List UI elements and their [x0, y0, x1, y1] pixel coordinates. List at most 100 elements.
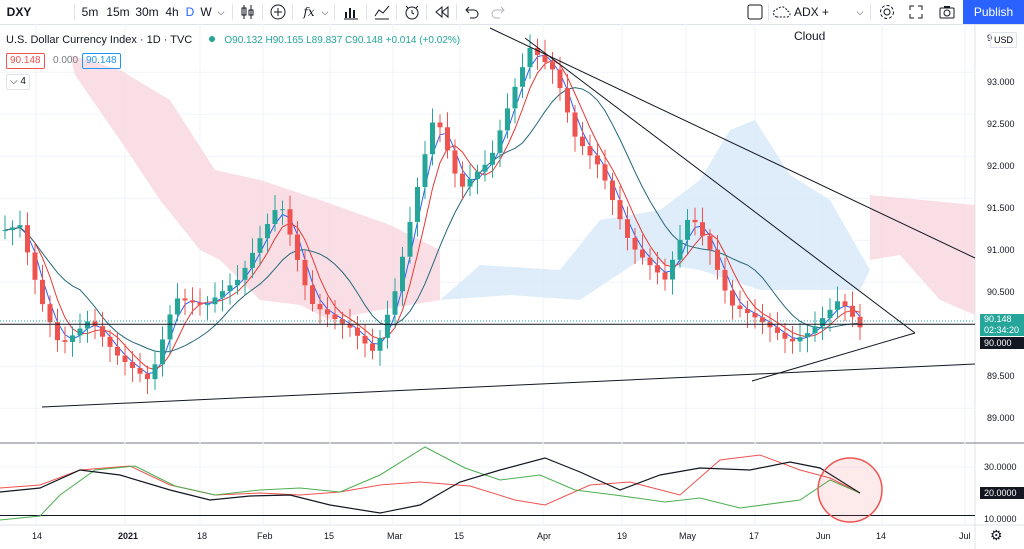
candle-body: [107, 336, 113, 347]
candle-body: [152, 364, 158, 380]
candle-body: [542, 54, 548, 63]
indicator-template-name[interactable]: ADX + Cloud: [794, 5, 830, 43]
divider: [74, 4, 75, 20]
add-compare-icon[interactable]: [268, 2, 288, 22]
currency-label[interactable]: USD: [990, 32, 1018, 48]
candle-body: [392, 291, 398, 315]
candle-body: [527, 47, 533, 68]
interval-4h[interactable]: 4h: [165, 5, 179, 19]
candle-body: [205, 304, 210, 306]
templates-icon[interactable]: [341, 2, 361, 22]
camera-icon[interactable]: [937, 2, 957, 22]
undo-icon[interactable]: [461, 2, 481, 22]
cloud-icon[interactable]: [772, 2, 792, 22]
trendlines: [0, 27, 976, 408]
candle-body: [160, 339, 165, 365]
candle-body: [235, 279, 240, 286]
time-tick: 15: [454, 531, 465, 541]
time-tick: 15: [324, 531, 335, 541]
candle-body: [835, 301, 840, 310]
candle-body: [452, 150, 458, 174]
candle-body: [827, 309, 833, 319]
time-tick: May: [679, 531, 697, 541]
price-tick: 91.000: [987, 245, 1015, 255]
adx-tick: 30.0000: [984, 462, 1017, 472]
candle-body: [610, 180, 615, 201]
candle-body: [362, 335, 368, 344]
divider: [366, 4, 367, 20]
divider: [870, 4, 871, 20]
candle-body: [85, 321, 90, 329]
price-tick: 90.500: [987, 287, 1015, 297]
candle-body: [497, 130, 503, 153]
candle-body: [565, 88, 570, 113]
fullscreen-icon[interactable]: [906, 2, 926, 22]
candle-body: [400, 256, 405, 292]
interval-d[interactable]: D: [185, 5, 195, 19]
interval-30m[interactable]: 30m: [135, 5, 159, 19]
candles: [2, 34, 863, 395]
candles-icon[interactable]: [238, 2, 258, 22]
candle-body: [100, 326, 105, 337]
redo-icon[interactable]: [489, 2, 509, 22]
candle-body: [2, 230, 8, 232]
interval-15m[interactable]: 15m: [106, 5, 130, 19]
collapse-indicators[interactable]: ⌵ 4: [6, 74, 30, 90]
candle-body: [130, 361, 135, 369]
compare-icon[interactable]: [372, 2, 392, 22]
chevron-down-icon[interactable]: ⌵: [217, 7, 225, 17]
divider: [292, 4, 293, 20]
candle-body: [677, 239, 683, 260]
candle-body: [700, 222, 705, 236]
candle-body: [482, 164, 488, 172]
gear-icon[interactable]: ⚙: [990, 527, 1003, 543]
candle-body: [535, 47, 540, 55]
time-tick: Mar: [387, 531, 403, 541]
replay-icon[interactable]: [432, 2, 452, 22]
candle-body: [782, 332, 788, 339]
time-tick: Jul: [959, 531, 971, 541]
adx-level-tag: 20.0000: [980, 487, 1024, 499]
candle-body: [520, 67, 525, 87]
trendline: [41, 363, 976, 408]
interval-5m[interactable]: 5m: [81, 5, 99, 19]
candle-body: [250, 252, 255, 268]
publish-button[interactable]: Publish: [963, 0, 1024, 24]
chevron-down-icon[interactable]: ⌵: [856, 7, 864, 17]
candle-body: [467, 178, 473, 187]
candle-body: [437, 122, 443, 128]
candle-body: [775, 327, 780, 333]
alert-icon[interactable]: [402, 2, 422, 22]
gear-icon[interactable]: [877, 2, 897, 22]
candle-body: [812, 326, 818, 334]
candle-body: [77, 328, 83, 336]
candle-body: [820, 318, 825, 327]
last-price-tag: 90.148 02:34:20: [980, 314, 1024, 336]
chart-canvas[interactable]: [0, 24, 1024, 549]
candle-body: [647, 257, 653, 266]
candle-body: [415, 187, 420, 222]
interval-w[interactable]: W: [200, 5, 212, 19]
candle-body: [190, 300, 195, 303]
candle-body: [295, 234, 300, 260]
candle-body: [760, 317, 765, 323]
candle-body: [685, 219, 690, 240]
divider: [262, 4, 263, 20]
layout-icon[interactable]: [745, 2, 765, 22]
candle-body: [280, 209, 285, 211]
time-tick: 17: [749, 531, 760, 541]
candle-body: [715, 249, 720, 270]
indicators-icon[interactable]: 𝑓x: [303, 5, 315, 19]
candle-body: [850, 305, 855, 317]
candle-body: [460, 173, 465, 187]
symbol-title[interactable]: U.S. Dollar Currency Index · 1D · TVC: [6, 34, 193, 46]
chevron-down-icon[interactable]: ⌵: [321, 7, 329, 17]
candle-body: [505, 108, 510, 131]
time-tick: 18: [197, 531, 208, 541]
candle-body: [347, 323, 353, 328]
symbol-search[interactable]: DXY: [6, 5, 32, 19]
candle-body: [430, 122, 435, 155]
candle-body: [745, 309, 750, 314]
candle-body: [490, 152, 495, 165]
last-price: 90.148: [984, 314, 1012, 324]
